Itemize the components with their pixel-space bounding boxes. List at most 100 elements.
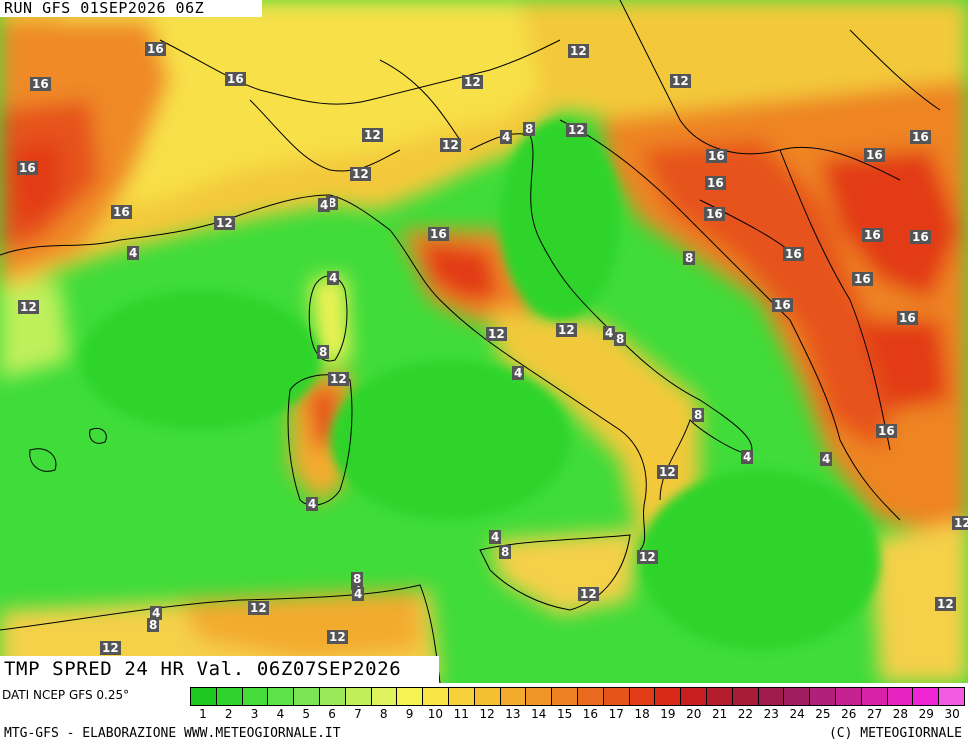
legend-swatch (448, 688, 475, 705)
contour-value-label: 12 (248, 601, 269, 615)
legend-swatch (319, 688, 346, 705)
legend-swatch (861, 688, 888, 705)
contour-value-label: 4 (489, 530, 502, 544)
contour-value-label: 8 (692, 408, 705, 422)
legend-tick-label: 19 (660, 707, 676, 721)
contour-value-label: 12 (362, 128, 383, 142)
legend-tick-label: 29 (918, 707, 934, 721)
legend-swatch (655, 688, 682, 705)
legend-swatch (397, 688, 424, 705)
legend-tick-label: 24 (789, 707, 805, 721)
legend-swatch (552, 688, 578, 705)
legend-tick-label: 16 (582, 707, 599, 721)
legend-tick-label: 5 (302, 707, 311, 721)
contour-value-label: 4 (306, 497, 319, 511)
legend-swatch (681, 688, 707, 705)
contour-value-label: 16 (145, 42, 166, 56)
legend-tick-label: 26 (841, 707, 857, 721)
legend-tick-label: 6 (328, 707, 336, 721)
contour-value-label: 12 (657, 465, 678, 479)
legend-tick-label: 25 (815, 707, 831, 721)
contour-value-label: 12 (462, 75, 483, 89)
contour-value-label: 8 (523, 122, 536, 136)
contour-value-label: 8 (614, 332, 627, 346)
legend-tick-label: 28 (892, 707, 909, 721)
legend-tick-label: 1 (199, 707, 207, 721)
data-source-label: DATI NCEP GFS 0.25° (2, 688, 130, 702)
legend-swatch (216, 688, 243, 705)
contour-value-label: 16 (225, 72, 246, 86)
legend-tick-label: 10 (427, 707, 444, 721)
color-scale-ticks: 1 2 3 4 5 6 7 8 9 10 11 12 13 14 15 16 17 18 19 20 21 22 23 24 2… (190, 706, 965, 722)
contour-value-label: 16 (30, 77, 51, 91)
legend-swatch (423, 688, 449, 705)
legend-tick-label: 18 (634, 707, 650, 721)
contour-value-label: 16 (862, 228, 883, 242)
contour-value-label: 16 (17, 161, 38, 175)
legend-swatch (629, 688, 656, 705)
legend-swatch (345, 688, 372, 705)
contour-value-label: 12 (440, 138, 461, 152)
legend-tick-label: 30 (944, 707, 960, 721)
contour-value-label: 4 (820, 452, 833, 466)
legend-swatch (526, 688, 553, 705)
contour-value-label: 4 (352, 587, 365, 601)
contour-value-label: 12 (18, 300, 39, 314)
valid-time-label: TMP SPRED 24 HR Val. 06Z07SEP2026 (0, 656, 439, 683)
contour-value-label: 16 (852, 272, 873, 286)
contour-value-label: 16 (706, 149, 727, 163)
forecast-map: 16 12 16 16 12 12 12 16 16 12 4 8 12 12 16 16 16 16 12 8 4 16… (0, 0, 968, 683)
contour-value-label: 16 (428, 227, 449, 241)
color-scale-bar (190, 687, 965, 706)
contour-value-label: 12 (486, 327, 507, 341)
contour-value-label: 12 (568, 44, 589, 58)
legend-swatch (887, 688, 914, 705)
legend-tick-label: 15 (556, 707, 573, 721)
contour-value-label: 12 (556, 323, 577, 337)
contour-value-label: 12 (578, 587, 599, 601)
legend-swatch (784, 688, 811, 705)
contour-value-label: 4 (327, 271, 340, 285)
legend-swatch (603, 688, 630, 705)
legend-tick-label: 7 (354, 707, 362, 721)
contour-value-label: 12 (637, 550, 658, 564)
credit-left: MTG-GFS - ELABORAZIONE WWW.METEOGIORNALE… (4, 726, 341, 741)
contour-value-label: 12 (566, 123, 587, 137)
contour-value-label: 16 (111, 205, 132, 219)
contour-value-label: 4 (150, 606, 163, 620)
contour-value-label: 4 (318, 198, 331, 212)
legend-tick-label: 4 (276, 707, 285, 721)
contour-value-label: 16 (897, 311, 918, 325)
contour-value-label: 4 (127, 246, 140, 260)
contour-value-label: 12 (350, 167, 371, 181)
legend-swatch (732, 688, 759, 705)
contour-value-label: 16 (910, 130, 931, 144)
run-label: RUN GFS 01SEP2026 06Z (0, 0, 262, 17)
legend-tick-label: 17 (608, 707, 624, 721)
legend-swatch (242, 688, 269, 705)
contour-value-label: 12 (100, 641, 121, 655)
legend-swatch (706, 688, 733, 705)
legend-swatch (268, 688, 295, 705)
sea-shading (80, 120, 880, 650)
legend-tick-label: 20 (686, 707, 702, 721)
contour-value-label: 12 (952, 516, 968, 530)
contour-value-label: 16 (864, 148, 885, 162)
legend-swatch (371, 688, 398, 705)
legend-swatch (294, 688, 320, 705)
legend-tick-label: 12 (479, 707, 495, 721)
legend-swatch (577, 688, 604, 705)
contour-value-label: 16 (783, 247, 804, 261)
legend-tick-label: 14 (531, 707, 547, 721)
legend-tick-label: 2 (224, 707, 233, 721)
contour-value-label: 16 (704, 207, 725, 221)
contour-value-label: 4 (603, 326, 616, 340)
legend-swatch (913, 688, 940, 705)
contour-value-label: 4 (500, 130, 513, 144)
legend-swatch (939, 688, 964, 705)
contour-value-label: 8 (317, 345, 330, 359)
legend-tick-label: 13 (505, 707, 521, 721)
contour-value-label: 8 (351, 572, 364, 586)
contour-value-label: 12 (327, 630, 348, 644)
legend-tick-label: 3 (250, 707, 259, 721)
